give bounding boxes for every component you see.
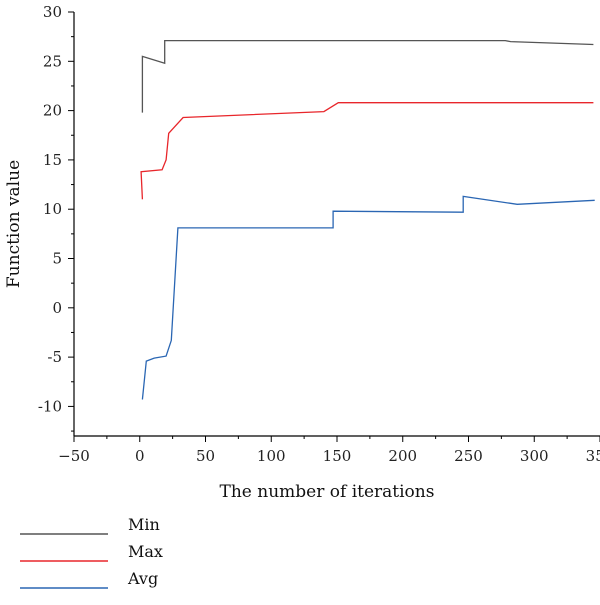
- y-tick-label: 15: [43, 151, 62, 169]
- legend-label-max: Max: [128, 542, 163, 561]
- series-line-max: [140, 102, 594, 200]
- x-tick-label: 150: [323, 447, 352, 465]
- x-tick-label: 100: [257, 447, 286, 465]
- x-tick-label: 50: [196, 447, 215, 465]
- y-tick-label: 5: [52, 250, 62, 268]
- legend-label-min: Min: [128, 515, 160, 534]
- series-line-min: [141, 39, 594, 113]
- y-tick-label: -5: [47, 348, 62, 366]
- axes: [73, 12, 600, 437]
- legend: Min Max Avg: [20, 515, 163, 589]
- y-tick-label: 25: [43, 52, 62, 70]
- x-tick-label: −50: [58, 447, 90, 465]
- x-tick-label: 300: [520, 447, 549, 465]
- y-tick-label: 10: [43, 200, 62, 218]
- plot-series: [140, 39, 595, 400]
- y-tick-label: 30: [43, 3, 62, 21]
- y-tick-label: 20: [43, 102, 62, 120]
- x-tick-label: 0: [135, 447, 145, 465]
- x-axis-title: The number of iterations: [220, 482, 435, 502]
- y-axis-title: Function value: [4, 160, 24, 288]
- y-ticks: -10 -5 0 5 10 15 20 25 30: [38, 3, 74, 432]
- x-ticks: −50 0 50 100 150 200 250 300 350: [58, 436, 600, 465]
- y-tick-label: 0: [52, 299, 62, 317]
- x-tick-label: 350: [586, 447, 600, 465]
- x-tick-label: 250: [454, 447, 483, 465]
- series-line-avg: [141, 195, 595, 400]
- y-tick-label: -10: [38, 397, 62, 415]
- x-tick-label: 200: [388, 447, 417, 465]
- legend-label-avg: Avg: [127, 569, 158, 588]
